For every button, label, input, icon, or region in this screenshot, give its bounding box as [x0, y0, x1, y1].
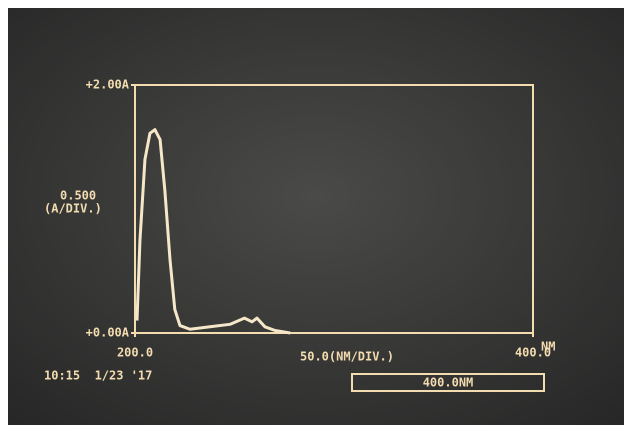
plot-frame	[134, 84, 534, 334]
x-scale: 50.0(NM/DIV.)	[300, 350, 394, 364]
y-tick-label: +0.00A	[86, 326, 130, 340]
x-unit: NM	[541, 340, 555, 354]
timestamp: 10:15 1/23 '17	[44, 369, 152, 383]
y-unit: (A/DIV.)	[44, 202, 102, 216]
wavelength: 400.0NM	[423, 376, 474, 390]
spectrum-line	[135, 128, 291, 335]
x-tick-label: 200.0	[117, 346, 153, 360]
x-tick-label: 400.0	[515, 346, 551, 360]
wavelength-box	[351, 373, 545, 392]
screen	[8, 8, 624, 425]
y-scale: 0.500	[60, 189, 96, 203]
y-tick-label: +2.00A	[86, 78, 130, 92]
